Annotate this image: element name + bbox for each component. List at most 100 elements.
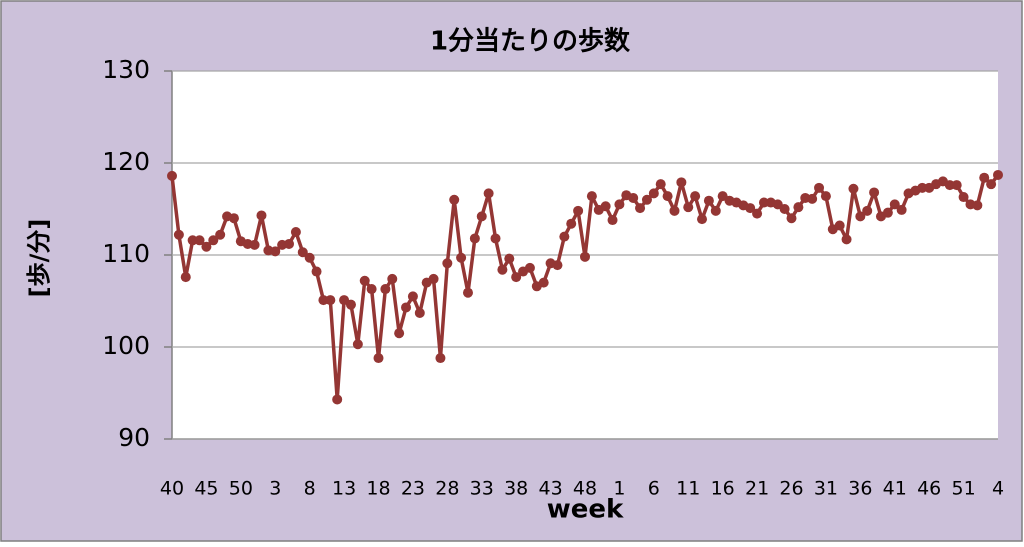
data-point — [951, 180, 962, 191]
data-point — [249, 239, 260, 250]
data-point — [848, 183, 859, 194]
x-tick-label: 46 — [917, 478, 941, 500]
data-point — [896, 204, 907, 215]
data-point — [683, 202, 694, 213]
x-tick-label: 36 — [848, 478, 872, 500]
data-point — [511, 272, 522, 283]
data-point — [676, 177, 687, 188]
data-point — [469, 233, 480, 244]
x-tick-label: 3 — [269, 478, 281, 500]
data-point — [167, 170, 177, 181]
data-point — [697, 214, 708, 225]
data-point — [662, 191, 673, 202]
data-point — [318, 295, 329, 306]
y-tick-label: 130 — [102, 55, 150, 84]
data-point — [208, 235, 219, 246]
data-point — [359, 275, 370, 286]
x-tick-label: 40 — [160, 478, 184, 500]
data-point — [180, 272, 191, 283]
data-point — [986, 179, 997, 190]
data-point — [215, 229, 226, 240]
data-point — [407, 291, 418, 302]
x-tick-label: 23 — [401, 478, 425, 500]
data-point — [284, 238, 295, 249]
data-point — [972, 200, 983, 211]
x-tick-label: 26 — [779, 478, 803, 500]
x-tick-label: 41 — [883, 478, 907, 500]
data-point — [462, 287, 473, 298]
data-point — [325, 295, 336, 306]
data-point — [566, 218, 577, 229]
x-tick-label: 43 — [538, 478, 562, 500]
data-point — [814, 182, 825, 193]
x-tick-label: 45 — [194, 478, 218, 500]
x-tick-label: 11 — [676, 478, 700, 500]
data-point — [958, 192, 969, 203]
data-point — [552, 260, 563, 271]
data-point — [442, 258, 453, 269]
data-point — [793, 202, 804, 213]
x-tick-label: 33 — [470, 478, 494, 500]
data-point — [586, 191, 597, 202]
x-tick-label: 1 — [613, 478, 625, 500]
data-point — [655, 179, 666, 190]
data-point — [993, 169, 1003, 180]
y-tick-label: 100 — [102, 331, 150, 360]
data-point — [290, 227, 301, 237]
x-tick-label: 18 — [366, 478, 390, 500]
data-point — [779, 204, 790, 214]
data-point — [690, 191, 701, 202]
data-point — [573, 205, 584, 216]
data-point — [524, 262, 535, 273]
y-tick-label: 90 — [118, 423, 150, 452]
data-point — [490, 233, 501, 244]
x-tick-label: 31 — [814, 478, 838, 500]
x-tick-label: 13 — [332, 478, 356, 500]
data-point — [807, 193, 818, 204]
data-point — [745, 203, 756, 214]
data-point — [538, 277, 549, 288]
data-point — [855, 211, 866, 222]
data-point — [373, 353, 384, 364]
data-point — [304, 252, 315, 263]
y-tick-label: 110 — [102, 239, 150, 268]
data-point — [483, 188, 494, 199]
data-point — [834, 220, 845, 231]
chart-title: 1分当たりの歩数 — [430, 27, 631, 57]
data-point — [882, 207, 893, 218]
y-axis-label: [歩/分] — [25, 219, 53, 298]
x-tick-label: 16 — [711, 478, 735, 500]
data-point — [669, 205, 680, 216]
data-point — [401, 302, 412, 313]
data-point — [862, 205, 873, 216]
data-point — [352, 339, 363, 350]
data-point — [456, 252, 467, 263]
data-point — [710, 205, 721, 216]
data-point — [559, 231, 570, 242]
data-point — [889, 199, 900, 210]
data-point — [752, 208, 763, 219]
x-tick-label: 38 — [504, 478, 528, 500]
data-point — [869, 187, 880, 198]
x-tick-label: 6 — [648, 478, 660, 500]
data-point — [600, 201, 611, 212]
data-point — [614, 199, 625, 210]
data-point — [979, 172, 990, 183]
x-tick-label: 8 — [304, 478, 316, 500]
data-point — [703, 195, 714, 206]
data-point — [380, 284, 391, 295]
data-point — [194, 235, 205, 246]
data-point — [580, 251, 590, 262]
data-point — [476, 211, 487, 222]
data-point — [428, 273, 439, 284]
x-tick-label: 21 — [745, 478, 769, 500]
data-point — [345, 299, 356, 310]
x-tick-label: 28 — [435, 478, 459, 500]
data-point — [944, 180, 955, 191]
data-point — [201, 241, 212, 252]
data-point — [641, 194, 652, 205]
data-point — [187, 235, 198, 246]
data-point — [256, 210, 267, 221]
data-point — [635, 203, 646, 214]
